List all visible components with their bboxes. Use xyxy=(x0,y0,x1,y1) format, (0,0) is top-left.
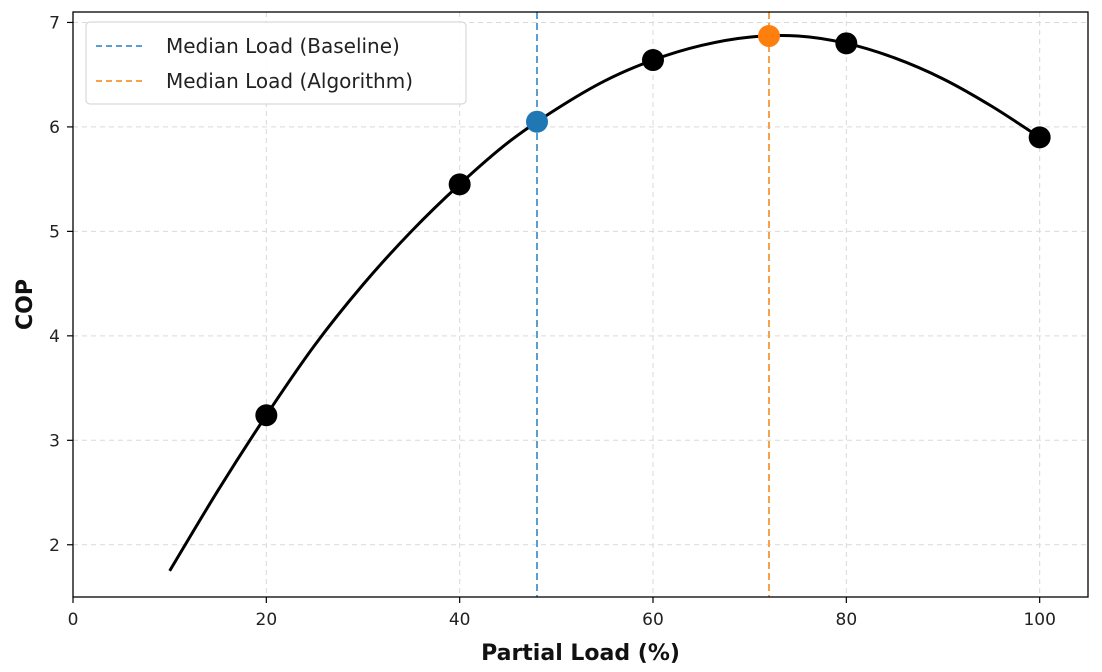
data-point xyxy=(448,173,471,196)
x-tick-label: 100 xyxy=(1023,610,1055,630)
grid-lines xyxy=(73,12,1088,597)
median-point-0 xyxy=(526,110,548,133)
legend-box xyxy=(85,21,467,105)
x-tick-label: 0 xyxy=(68,610,79,630)
x-tick-label: 60 xyxy=(642,610,664,630)
x-tick-label: 20 xyxy=(256,610,278,630)
data-point xyxy=(835,32,858,55)
x-axis-ticks: 0 20 40 60 80 100 xyxy=(68,597,1056,630)
legend-label-baseline: Median Load (Baseline) xyxy=(166,34,400,58)
legend: Median Load (Baseline) Median Load (Algo… xyxy=(85,21,467,105)
data-points xyxy=(255,25,1051,427)
legend-label-algorithm: Median Load (Algorithm) xyxy=(166,69,413,93)
y-tick-label: 3 xyxy=(49,431,60,451)
x-axis-title: Partial Load (%) xyxy=(481,641,680,666)
y-tick-label: 6 xyxy=(49,118,60,138)
y-tick-label: 2 xyxy=(49,536,60,556)
y-axis-title: COP xyxy=(13,279,38,330)
data-point xyxy=(642,49,664,72)
x-tick-label: 80 xyxy=(836,610,858,630)
y-tick-label: 4 xyxy=(49,327,60,347)
data-point xyxy=(1028,126,1051,149)
y-axis-ticks: 2 3 4 5 6 7 xyxy=(49,13,73,556)
data-point xyxy=(255,404,278,427)
cop-curve xyxy=(168,33,1041,572)
x-tick-label: 40 xyxy=(449,610,471,630)
plot-frame xyxy=(72,11,1089,598)
median-lines xyxy=(536,12,770,597)
median-point-1 xyxy=(758,25,780,48)
y-tick-label: 7 xyxy=(49,13,60,33)
y-tick-label: 5 xyxy=(49,222,60,242)
